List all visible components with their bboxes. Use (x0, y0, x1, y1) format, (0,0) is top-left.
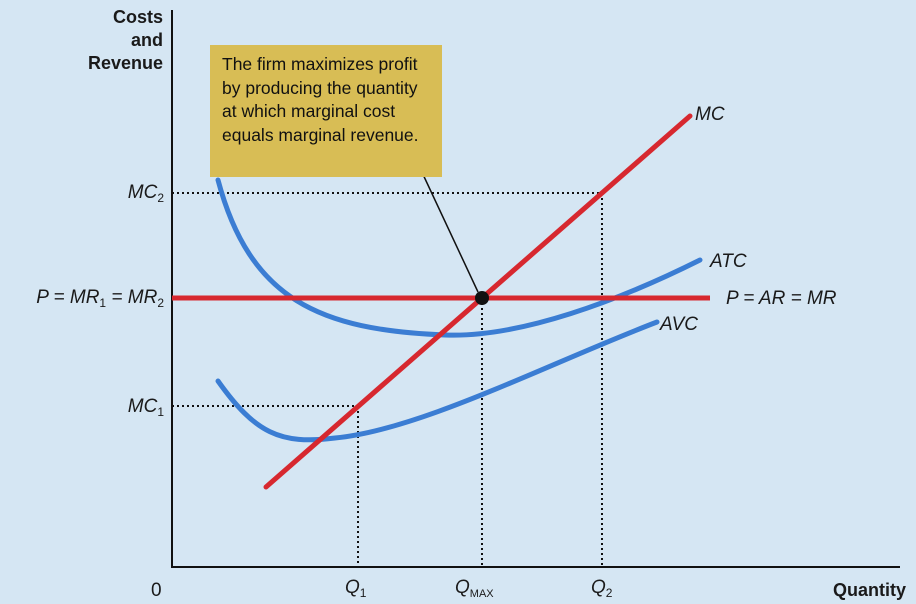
origin-label: 0 (151, 580, 162, 601)
avc-curve (215, 319, 660, 443)
x-axis-title: Quantity (832, 580, 906, 600)
series-label-mc: MC (695, 104, 725, 125)
x-tick-qmax: QMAX (455, 577, 494, 600)
callout-line: at which marginal cost (222, 101, 396, 121)
callout-line: The firm maximizes profit (222, 54, 418, 74)
series-label-atc: ATC (710, 251, 747, 272)
x-tick-q1: Q1 (345, 577, 367, 600)
y-axis-title-line: Revenue (87, 53, 163, 73)
y-axis-title: Costs and Revenue (88, 6, 163, 75)
y-tick-price: P = MR1 = MR2 (36, 287, 164, 310)
y-tick-mc1: MC1 (127, 396, 164, 419)
series-label-price: P = AR = MR (726, 288, 837, 309)
x-tick-q2: Q2 (591, 577, 613, 600)
callout-pointer (419, 167, 479, 293)
equilibrium-point (475, 291, 489, 305)
annotation-callout: The firm maximizes profit by producing t… (210, 45, 442, 177)
series-label-avc: AVC (660, 314, 699, 335)
callout-line: by producing the quantity (222, 77, 418, 98)
atc-curve (215, 177, 703, 338)
y-tick-mc2: MC2 (127, 182, 164, 205)
y-axis-title-line: and (130, 30, 163, 50)
y-axis-title-line: Costs (112, 7, 163, 27)
callout-line: equals marginal revenue. (222, 124, 419, 145)
